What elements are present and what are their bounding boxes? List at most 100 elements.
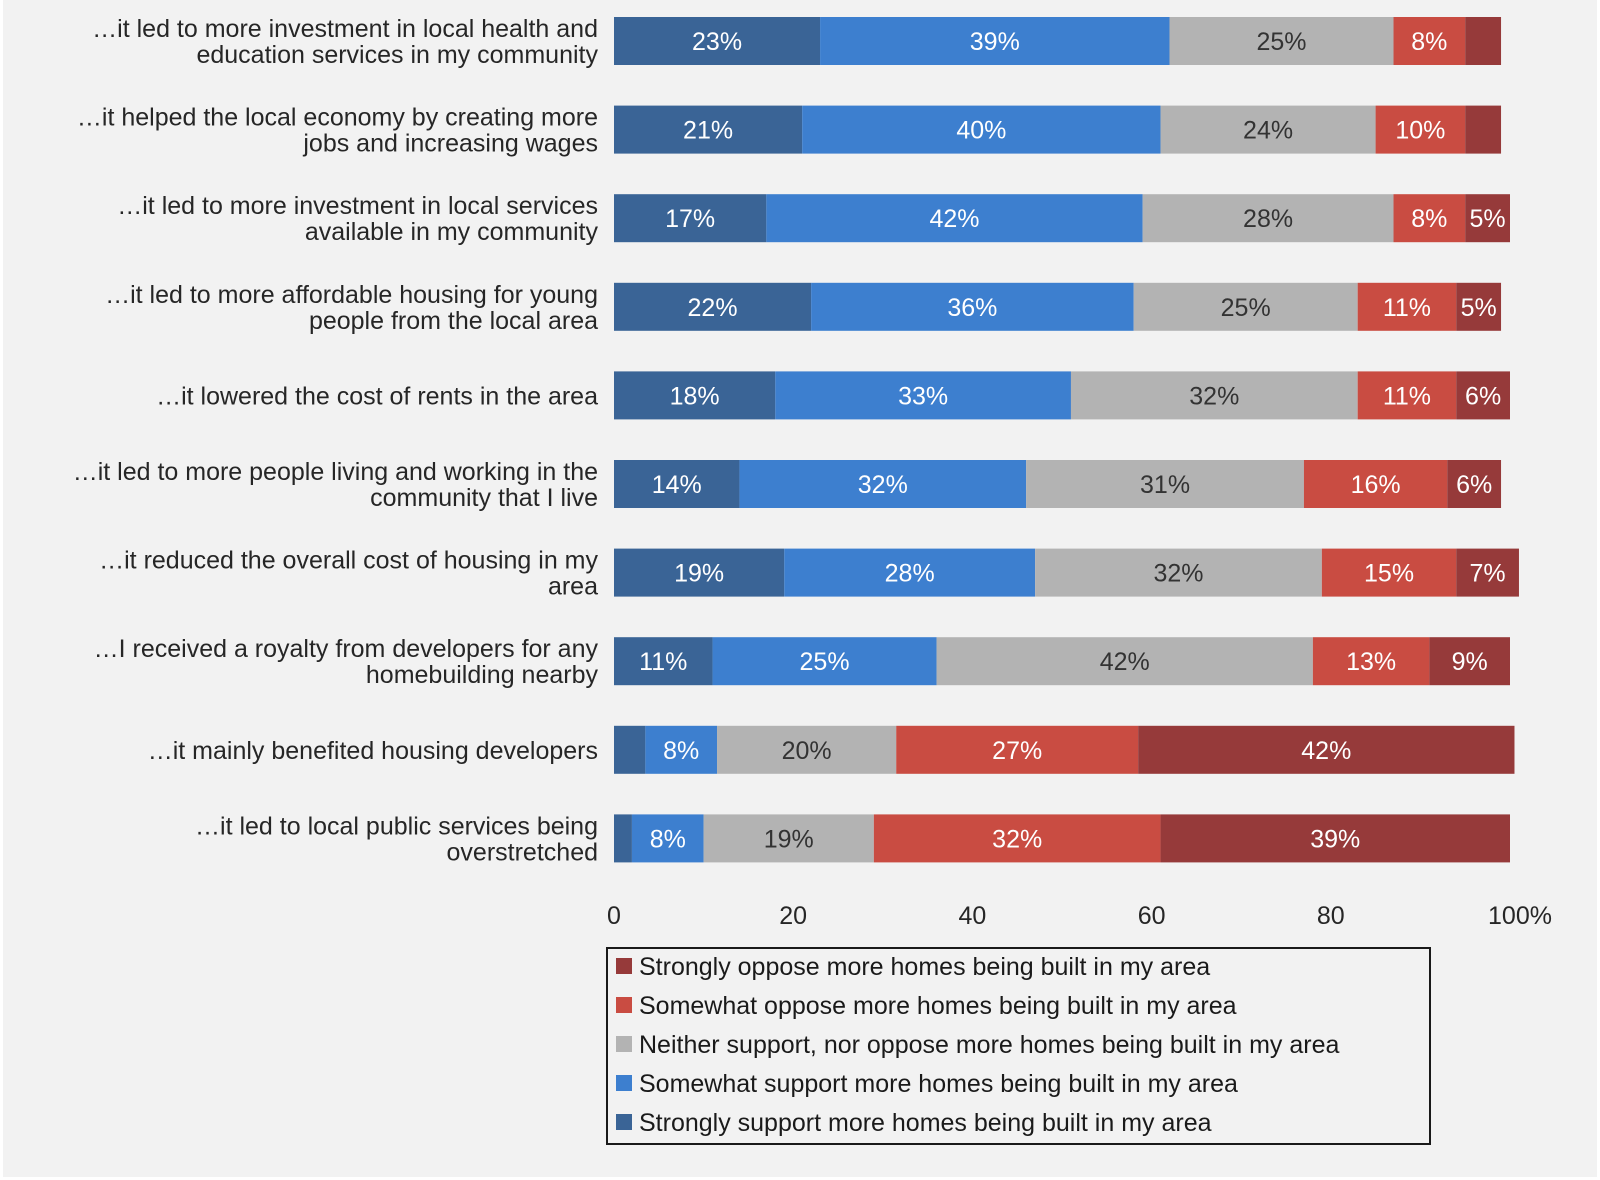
- data-label: 42%: [929, 205, 979, 233]
- data-label: 9%: [1452, 648, 1488, 676]
- bar-segment: [873, 814, 1161, 863]
- category-label: …it lowered the cost of rents in the are…: [156, 382, 598, 410]
- bar-segment: [1393, 194, 1466, 243]
- category-label: …it led to more investment in local heal…: [92, 15, 598, 69]
- category-label: …it led to more people living and workin…: [73, 458, 598, 512]
- data-label: 11%: [639, 648, 687, 676]
- category-label-line: …it reduced the overall cost of housing …: [99, 547, 598, 575]
- data-label: 40%: [956, 117, 1006, 145]
- category-label-line: people from the local area: [309, 307, 598, 335]
- data-label: 5%: [1470, 205, 1506, 233]
- data-label: 23%: [692, 28, 742, 56]
- bar-segment: [614, 105, 803, 154]
- legend-swatch: [616, 958, 632, 974]
- bar-segment: [1070, 371, 1358, 420]
- data-label: 39%: [970, 28, 1020, 56]
- data-label: 11%: [1383, 294, 1431, 322]
- bar-segment: [1160, 814, 1510, 863]
- x-tick-label: 0: [607, 902, 621, 930]
- category-label: …it helped the local economy by creating…: [77, 104, 598, 158]
- data-label: 8%: [1411, 28, 1447, 56]
- bar-segment: [614, 814, 632, 863]
- bar-segment: [703, 814, 874, 863]
- data-label: 25%: [1221, 294, 1271, 322]
- bar-segment: [1312, 637, 1430, 686]
- bar-segment: [1321, 548, 1457, 597]
- bar-segment: [717, 725, 897, 774]
- bar-segment: [1035, 548, 1322, 597]
- legend-entry: Strongly oppose more homes being built i…: [639, 953, 1210, 981]
- category-label-line: …it led to more affordable housing for y…: [105, 281, 598, 309]
- legend-swatch: [616, 997, 632, 1013]
- data-label: 16%: [1351, 471, 1401, 499]
- data-label: 36%: [947, 294, 997, 322]
- bar-segment: [645, 725, 718, 774]
- category-label: …it led to more affordable housing for y…: [105, 281, 598, 335]
- bar-segment: [1138, 725, 1515, 774]
- category-label-line: available in my community: [305, 218, 599, 246]
- data-label: 15%: [1364, 560, 1414, 588]
- legend-entry: Somewhat oppose more homes being built i…: [639, 992, 1237, 1020]
- category-label-line: homebuilding nearby: [366, 661, 599, 689]
- bar-segment: [802, 105, 1161, 154]
- data-label: 42%: [1100, 648, 1150, 676]
- bar-segment: [614, 725, 646, 774]
- bar-segment: [1393, 17, 1466, 65]
- category-label: …it reduced the overall cost of housing …: [99, 547, 598, 601]
- bar-segment: [766, 194, 1143, 243]
- data-label: 31%: [1140, 471, 1190, 499]
- data-label: 28%: [885, 560, 935, 588]
- bar-segment: [1456, 282, 1502, 331]
- bar-segment: [614, 371, 776, 420]
- bar-segment: [1026, 460, 1304, 508]
- data-label: 7%: [1470, 560, 1506, 588]
- category-label: …I received a royalty from developers fo…: [94, 635, 599, 689]
- data-label: 24%: [1243, 117, 1293, 145]
- bar-segment: [1375, 105, 1466, 154]
- bar-segment: [775, 371, 1071, 420]
- data-label: 13%: [1346, 648, 1396, 676]
- x-tick-label: 100%: [1488, 902, 1552, 930]
- legend-box: [606, 947, 1431, 1145]
- bar-segment: [614, 460, 740, 508]
- category-label-line: …it lowered the cost of rents in the are…: [156, 382, 598, 410]
- data-label: 6%: [1465, 382, 1501, 410]
- category-label-line: …it led to more people living and workin…: [73, 458, 598, 486]
- legend: Strongly oppose more homes being built i…: [606, 947, 1431, 1145]
- bar-segment: [1429, 637, 1510, 686]
- data-label: 19%: [674, 560, 724, 588]
- data-label: 11%: [1383, 382, 1431, 410]
- bar-segment: [1357, 371, 1457, 420]
- legend-swatch: [616, 1036, 632, 1052]
- bar-segment: [631, 814, 704, 863]
- bar-segment: [1169, 17, 1394, 65]
- data-label: 20%: [782, 737, 832, 765]
- bar-segment: [614, 548, 785, 597]
- bar-segment: [1465, 105, 1502, 154]
- bar-segment: [614, 194, 767, 243]
- x-tick-label: 80: [1317, 902, 1345, 930]
- legend-entry: Neither support, nor oppose more homes b…: [639, 1031, 1339, 1059]
- bar-segment: [1456, 371, 1510, 420]
- data-label: 6%: [1456, 471, 1492, 499]
- category-label-line: …I received a royalty from developers fo…: [94, 635, 599, 663]
- data-label: 5%: [1461, 294, 1497, 322]
- x-axis: 0 20 40 60 80 100%: [607, 902, 1552, 930]
- data-label: 10%: [1395, 117, 1445, 145]
- bar-segment: [896, 725, 1139, 774]
- bar-segment: [1160, 105, 1376, 154]
- category-label-line: jobs and increasing wages: [302, 130, 598, 158]
- bar-segment: [784, 548, 1036, 597]
- bar-segment: [1447, 460, 1502, 508]
- bar-segment: [739, 460, 1027, 508]
- data-label: 25%: [1256, 28, 1306, 56]
- data-label: 32%: [992, 825, 1042, 853]
- bar-segment: [820, 17, 1170, 65]
- bar-segment: [811, 282, 1134, 331]
- data-label: 28%: [1243, 205, 1293, 233]
- data-label: 8%: [663, 737, 699, 765]
- category-label-line: …it helped the local economy by creating…: [77, 104, 598, 132]
- category-label-line: …it led to more investment in local heal…: [92, 15, 598, 43]
- category-label: …it led to local public services being ov…: [195, 812, 598, 866]
